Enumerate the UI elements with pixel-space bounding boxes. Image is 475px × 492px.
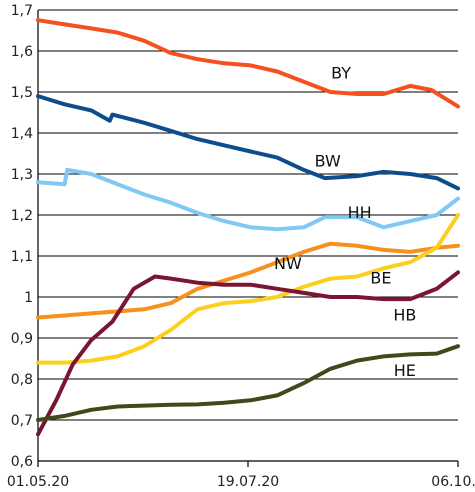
series-line-hb <box>36 270 460 437</box>
y-tick-label: 0,8 <box>11 372 33 388</box>
series-label-by: BY <box>331 64 351 83</box>
y-tick-label: 1,4 <box>11 126 33 142</box>
y-tick-label: 1 <box>24 290 33 306</box>
gridlines <box>38 9 458 421</box>
series-line-by <box>36 18 460 109</box>
series-label-hh: HH <box>348 203 372 222</box>
y-tick-label: 0,6 <box>11 454 33 470</box>
series-label-be: BE <box>370 269 391 288</box>
y-tick-label: 1,3 <box>11 167 33 183</box>
x-tick-label: 19.07.20 <box>217 474 279 490</box>
axes: 0,6 0,7 0,8 0,9 1 1,1 1,2 1,3 1,4 1,5 1,6 1,7 01.05.… <box>7 3 475 490</box>
series-line-bw <box>36 94 460 191</box>
y-tick-label: 1,2 <box>11 208 33 224</box>
series-label-he: HE <box>394 361 416 380</box>
series-label-nw: NW <box>274 254 302 273</box>
series-line-be <box>36 213 460 365</box>
x-tick-label: 01.05.20 <box>7 474 69 490</box>
series-label-hb: HB <box>393 305 416 324</box>
y-tick-label: 1,6 <box>11 44 33 60</box>
series-line-he <box>36 344 460 422</box>
y-tick-label: 0,7 <box>11 413 33 429</box>
x-tick-label: 06.10.2 <box>431 474 475 490</box>
series-line-hh <box>36 167 460 232</box>
y-tick-label: 1,1 <box>11 249 33 265</box>
y-tick-label: 0,9 <box>11 331 33 347</box>
y-tick-label: 1,5 <box>11 85 33 101</box>
y-tick-label: 1,7 <box>11 3 33 19</box>
series-label-bw: BW <box>315 152 341 171</box>
series-line-nw <box>36 241 460 320</box>
series-lines <box>36 18 460 437</box>
